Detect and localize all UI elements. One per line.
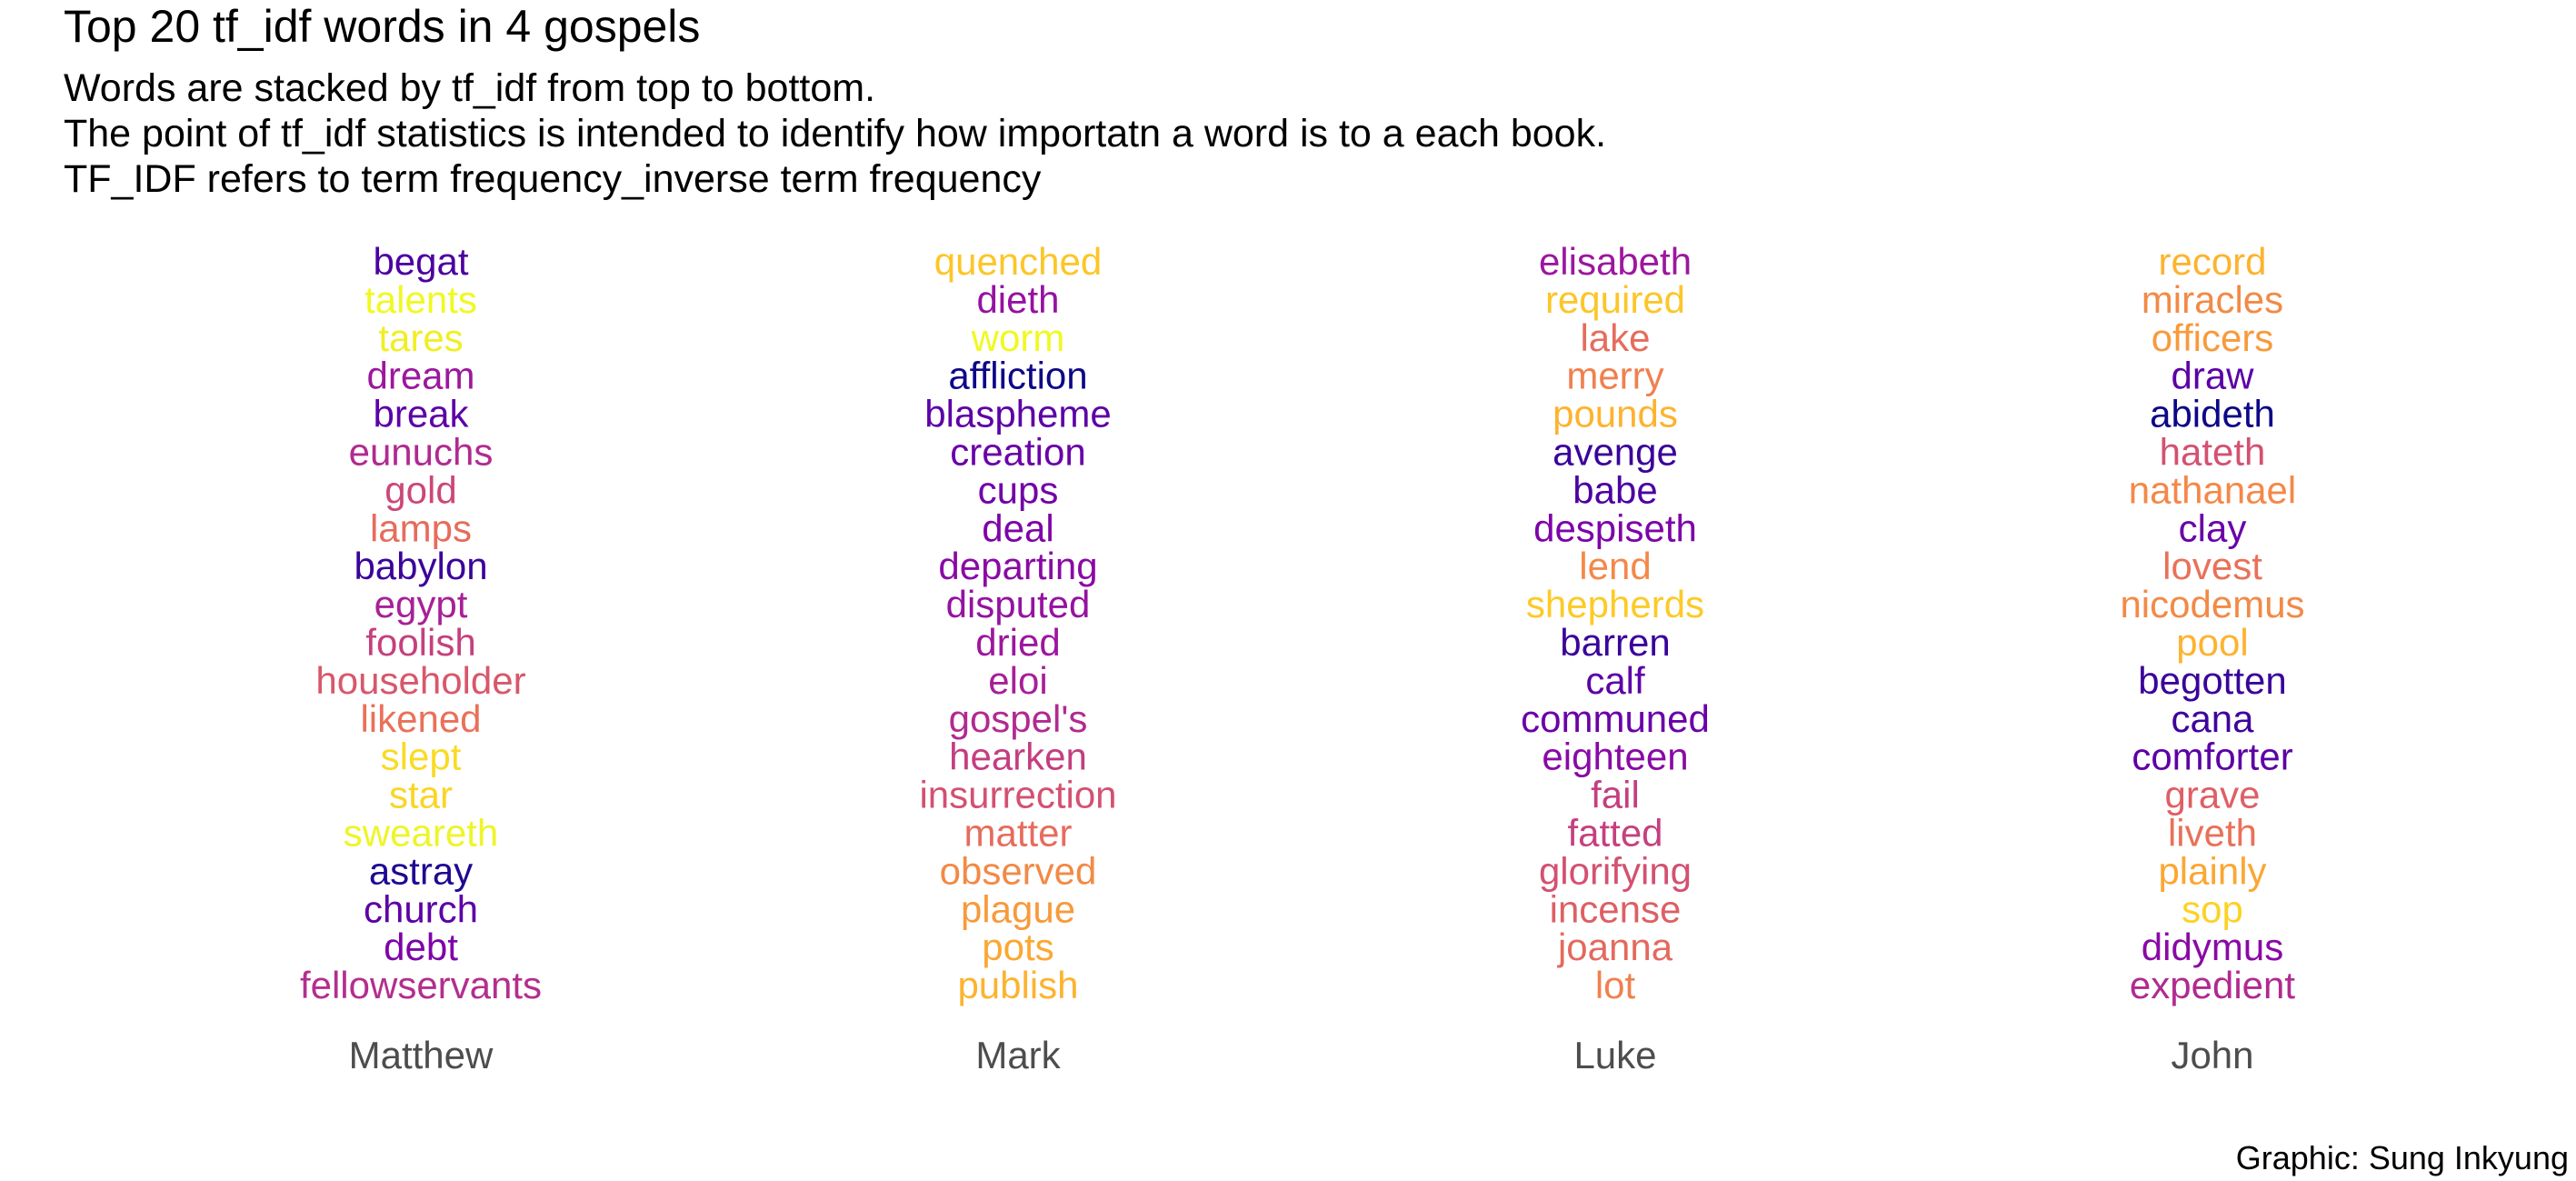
word-label: dieth [976, 278, 1059, 321]
word-label: lot [1595, 964, 1636, 1006]
word-column-luke: elisabethrequiredlakemerrypoundsavengeba… [1521, 240, 1710, 1006]
word-label: babylon [354, 545, 487, 587]
subtitle-line-3: TF_IDF refers to term frequency_inverse … [64, 157, 1042, 201]
word-label: lend [1579, 545, 1651, 587]
word-label: dried [975, 621, 1060, 664]
word-label: insurrection [919, 774, 1116, 816]
word-label: plague [961, 887, 1075, 930]
word-label: astray [369, 849, 473, 892]
word-label: abideth [2150, 393, 2275, 435]
word-label: foolish [365, 621, 475, 664]
word-label: miracles [2142, 278, 2283, 321]
subtitle-line-1: Words are stacked by tf_idf from top to … [64, 66, 876, 110]
word-label: required [1545, 278, 1685, 321]
word-label: merry [1566, 355, 1663, 397]
word-column-matthew: begattalentstaresdreambreakeunuchsgoldla… [300, 240, 542, 1006]
word-label: pool [2176, 621, 2248, 664]
word-label: blaspheme [924, 393, 1111, 435]
word-label: talents [364, 278, 477, 321]
word-label: quenched [934, 240, 1103, 283]
word-label: record [2158, 240, 2266, 283]
word-label: begat [373, 240, 468, 283]
word-label: observed [940, 849, 1097, 892]
word-label: cups [978, 468, 1059, 511]
word-label: fail [1591, 774, 1640, 816]
word-label: despiseth [1533, 506, 1697, 549]
word-label: officers [2152, 316, 2274, 359]
word-label: avenge [1553, 431, 1678, 474]
word-label: creation [950, 431, 1085, 474]
word-label: incense [1550, 887, 1682, 930]
word-label: publish [957, 964, 1078, 1006]
word-column-mark: quencheddiethwormafflictionblasphemecrea… [919, 240, 1116, 1006]
word-label: calf [1585, 659, 1645, 702]
word-label: sop [2182, 887, 2243, 930]
word-label: fellowservants [300, 964, 542, 1006]
word-label: slept [381, 736, 462, 778]
word-label: star [389, 774, 453, 816]
word-label: begotten [2138, 659, 2287, 702]
word-label: departing [938, 545, 1097, 587]
word-label: eighteen [1542, 736, 1688, 778]
word-label: shepherds [1526, 583, 1704, 626]
word-label: break [373, 393, 469, 435]
word-label: lake [1580, 316, 1650, 359]
graphic-credit: Graphic: Sung Inkyung [2235, 1139, 2569, 1176]
word-label: comforter [2132, 736, 2292, 778]
word-label: church [364, 887, 478, 930]
word-label: draw [2171, 355, 2254, 397]
gospel-axis-label: Luke [1573, 1034, 1656, 1076]
word-label: gold [384, 468, 456, 511]
word-label: fatted [1567, 812, 1662, 855]
word-column-john: recordmiraclesofficersdrawabidethhatethn… [2120, 240, 2304, 1006]
word-label: lovest [2162, 545, 2262, 587]
word-label: disputed [946, 583, 1091, 626]
word-label: matter [964, 812, 1072, 855]
subtitle-line-2: The point of tf_idf statistics is intend… [64, 112, 1607, 155]
word-label: egypt [374, 583, 468, 626]
word-label: glorifying [1539, 849, 1692, 892]
word-label: expedient [2130, 964, 2295, 1006]
word-label: pots [982, 926, 1053, 968]
word-label: likened [360, 697, 481, 740]
word-label: affliction [948, 355, 1087, 397]
word-label: eunuchs [349, 431, 494, 474]
word-label: debt [384, 926, 458, 968]
word-label: plainly [2158, 849, 2266, 892]
word-label: barren [1560, 621, 1670, 664]
word-label: pounds [1553, 393, 1678, 435]
word-label: cana [2171, 697, 2254, 740]
word-label: eloi [988, 659, 1047, 702]
word-label: grave [2164, 774, 2260, 816]
word-label: lamps [370, 506, 472, 549]
word-label: householder [315, 659, 525, 702]
word-label: hateth [2160, 431, 2266, 474]
word-label: babe [1573, 468, 1657, 511]
word-label: tares [378, 316, 463, 359]
word-label: liveth [2168, 812, 2257, 855]
word-label: deal [982, 506, 1053, 549]
word-label: dream [366, 355, 474, 397]
word-label: nicodemus [2120, 583, 2304, 626]
word-label: gospel's [949, 697, 1088, 740]
gospel-axis-label: Matthew [349, 1034, 494, 1076]
word-label: elisabeth [1539, 240, 1692, 283]
gospel-axis-label: Mark [975, 1034, 1061, 1076]
word-label: clay [2179, 506, 2247, 549]
word-label: didymus [2142, 926, 2283, 968]
gospel-axis-label: John [2171, 1034, 2253, 1076]
word-label: hearken [949, 736, 1087, 778]
word-label: communed [1521, 697, 1710, 740]
chart-title: Top 20 tf_idf words in 4 gospels [64, 1, 701, 52]
word-label: nathanael [2129, 468, 2297, 511]
word-label: sweareth [344, 812, 498, 855]
word-label: joanna [1556, 926, 1673, 968]
word-label: worm [971, 316, 1065, 359]
